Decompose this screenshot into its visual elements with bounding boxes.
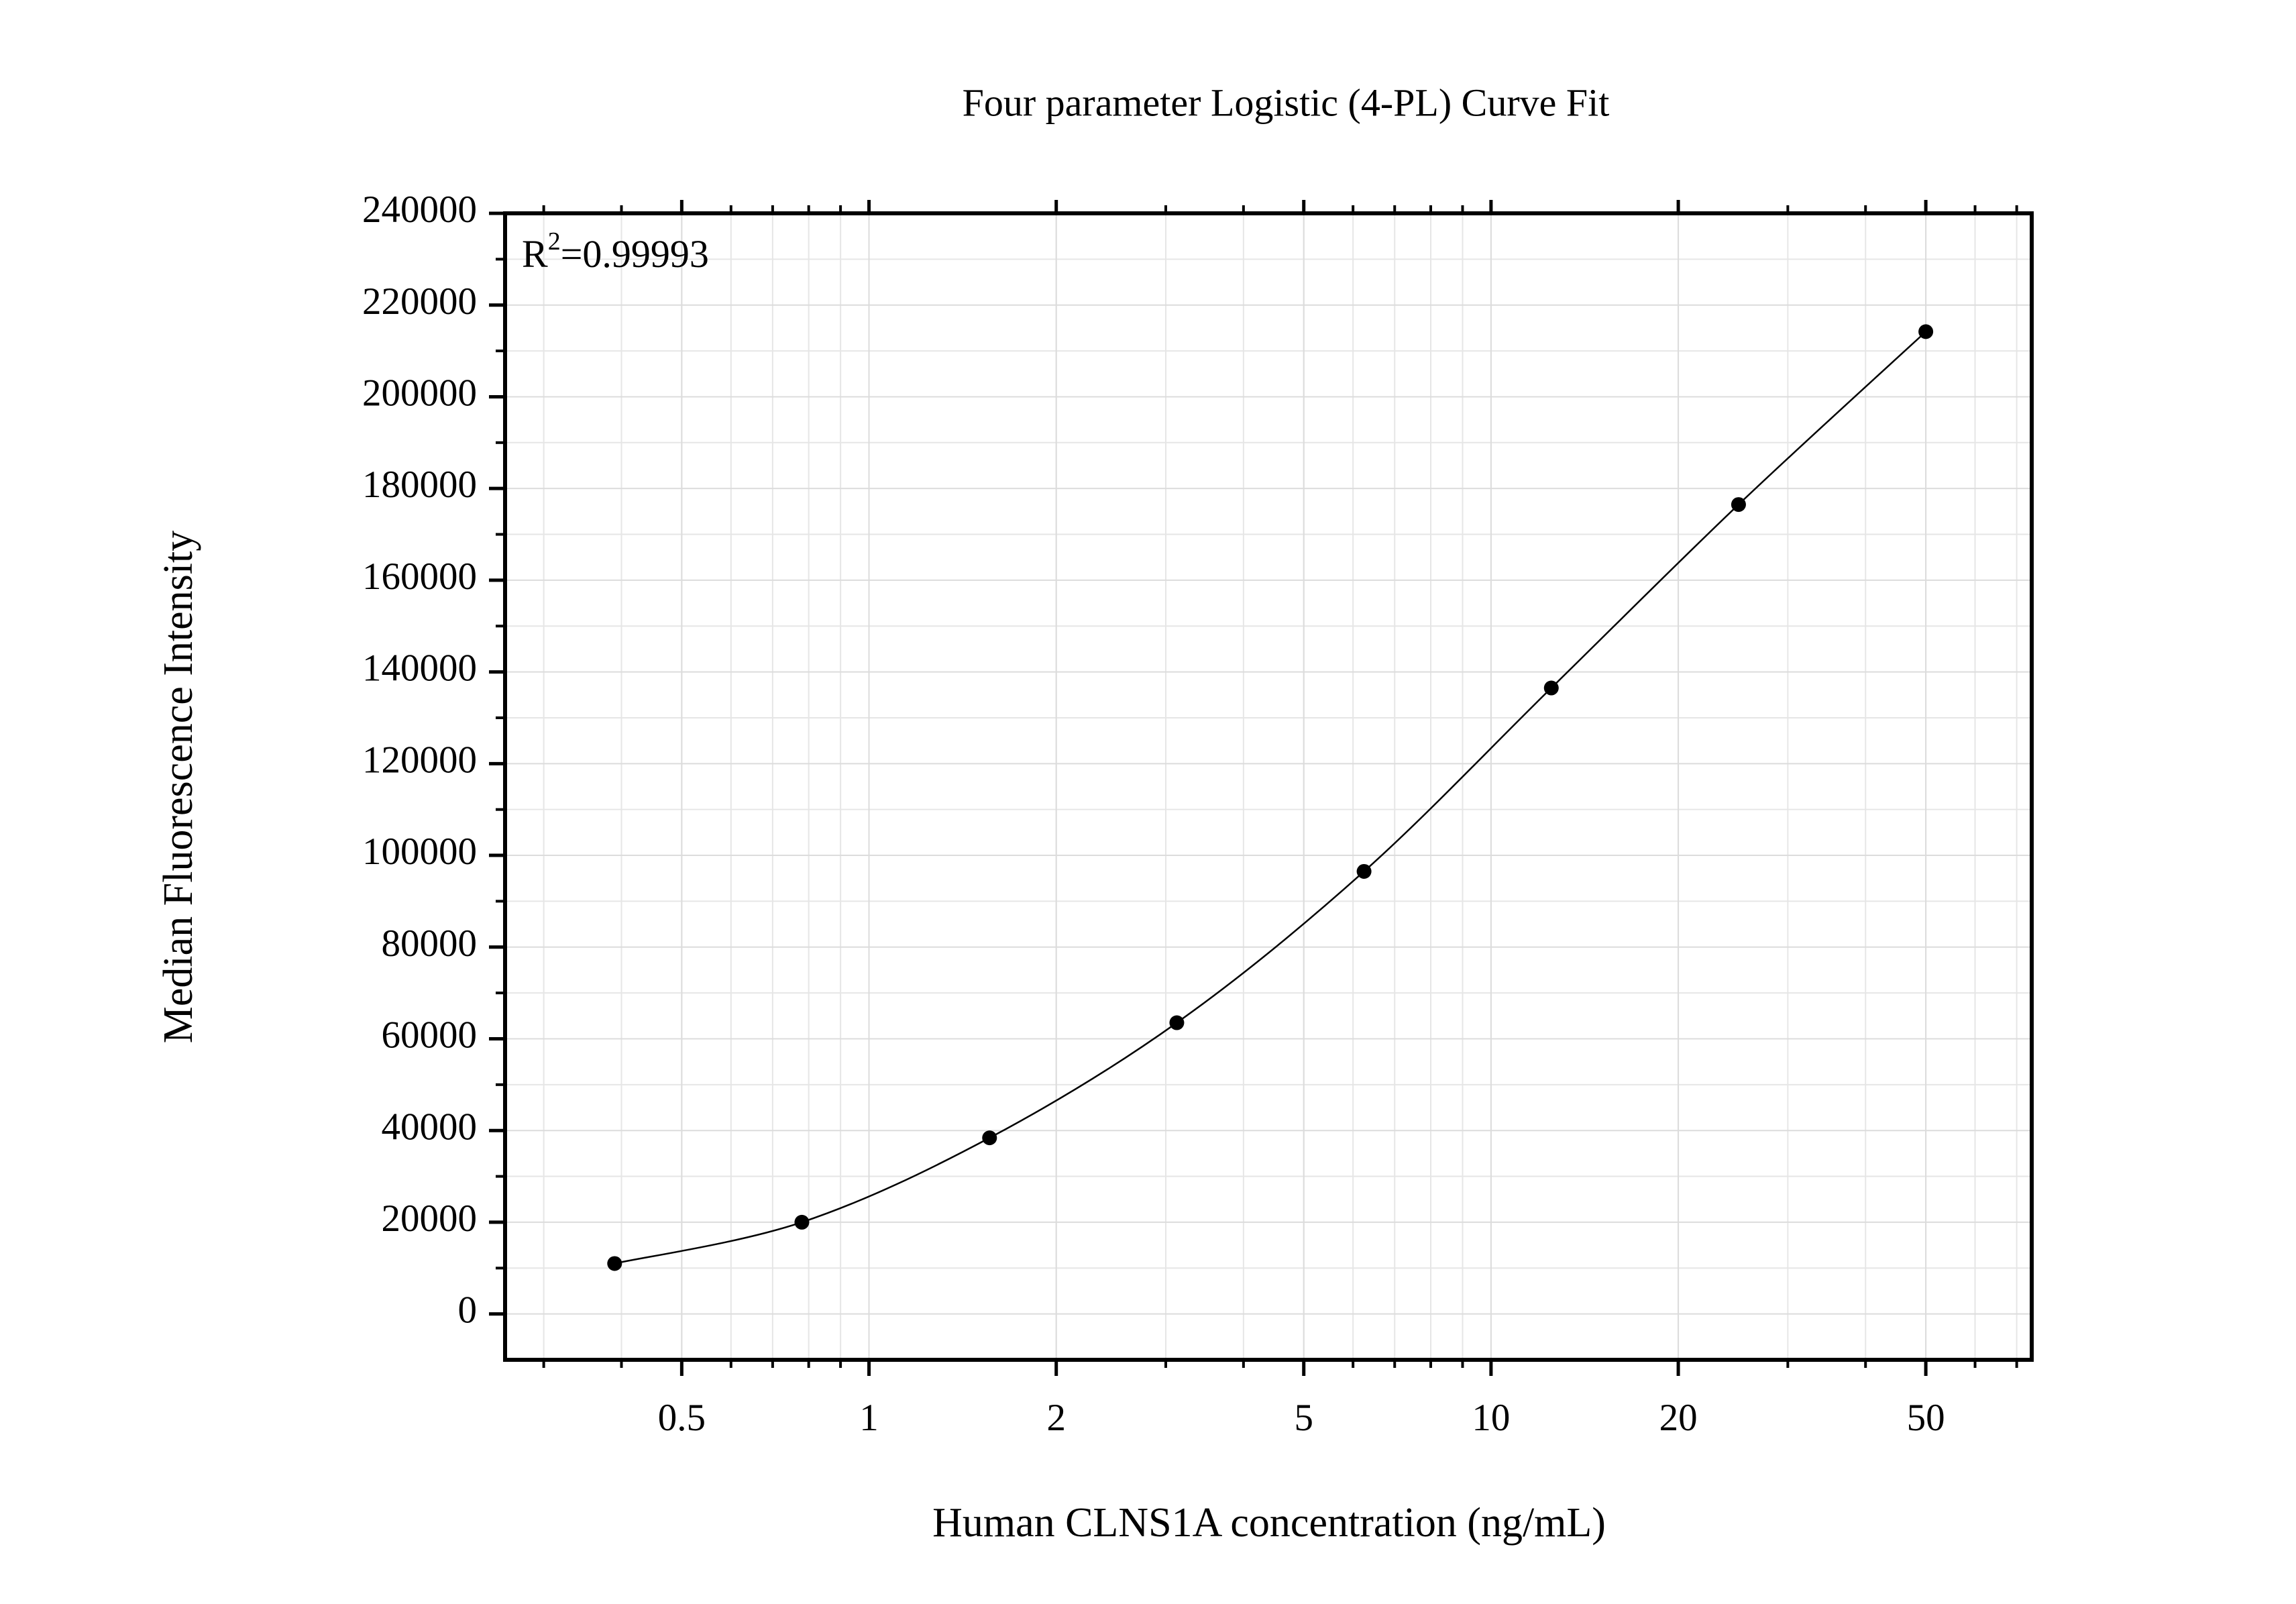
x-tick-label: 1: [859, 1397, 879, 1439]
y-tick-label: 120000: [362, 739, 477, 781]
y-tick-label: 40000: [382, 1106, 478, 1148]
annotation-text: =0.99993: [561, 232, 709, 276]
annotation-superscript: 2: [548, 227, 561, 256]
y-tick-label: 100000: [362, 831, 477, 873]
data-point: [794, 1214, 810, 1230]
y-tick-label: 140000: [362, 647, 477, 690]
y-axis-label: Median Fluorescence Intensity: [156, 531, 201, 1043]
grid: [505, 213, 2032, 1360]
y-tick-label: 80000: [382, 922, 478, 965]
marks: [607, 324, 1934, 1271]
y-tick-label: 0: [458, 1289, 478, 1332]
data-point: [1356, 863, 1372, 879]
data-point: [607, 1256, 622, 1271]
data-point: [1543, 680, 1559, 696]
fit-curve: [614, 331, 1926, 1265]
x-tick-label: 2: [1046, 1397, 1066, 1439]
y-tick-label: 160000: [362, 555, 477, 598]
x-axis-label: Human CLNS1A concentration (ng/mL): [932, 1500, 1606, 1546]
plot-frame: [503, 211, 2034, 1362]
x-tick-label: 5: [1294, 1397, 1313, 1439]
y-tick-label: 60000: [382, 1014, 478, 1057]
y-tick-label: 200000: [362, 372, 477, 415]
y-tick-label: 220000: [362, 280, 477, 323]
x-tick-label: 10: [1472, 1397, 1510, 1439]
y-tick-label: 180000: [362, 464, 477, 506]
annotation-base: R: [522, 232, 548, 276]
x-tick-label: 50: [1907, 1397, 1945, 1439]
data-point: [1918, 324, 1934, 339]
data-point: [1169, 1015, 1185, 1030]
ticks: 0 20000 40000 60000 80000 100000 120000 140000 1…: [362, 189, 2018, 1439]
y-tick-label: 240000: [362, 189, 477, 231]
y-tick-label: 20000: [382, 1197, 478, 1240]
x-tick-label: 0.5: [658, 1397, 706, 1439]
annotation: R2=0.99993: [522, 227, 709, 276]
x-tick-label: 20: [1659, 1397, 1698, 1439]
chart-title: Four parameter Logistic (4-PL) Curve Fit: [963, 81, 1610, 124]
data-point: [982, 1130, 997, 1146]
data-point: [1731, 497, 1746, 513]
